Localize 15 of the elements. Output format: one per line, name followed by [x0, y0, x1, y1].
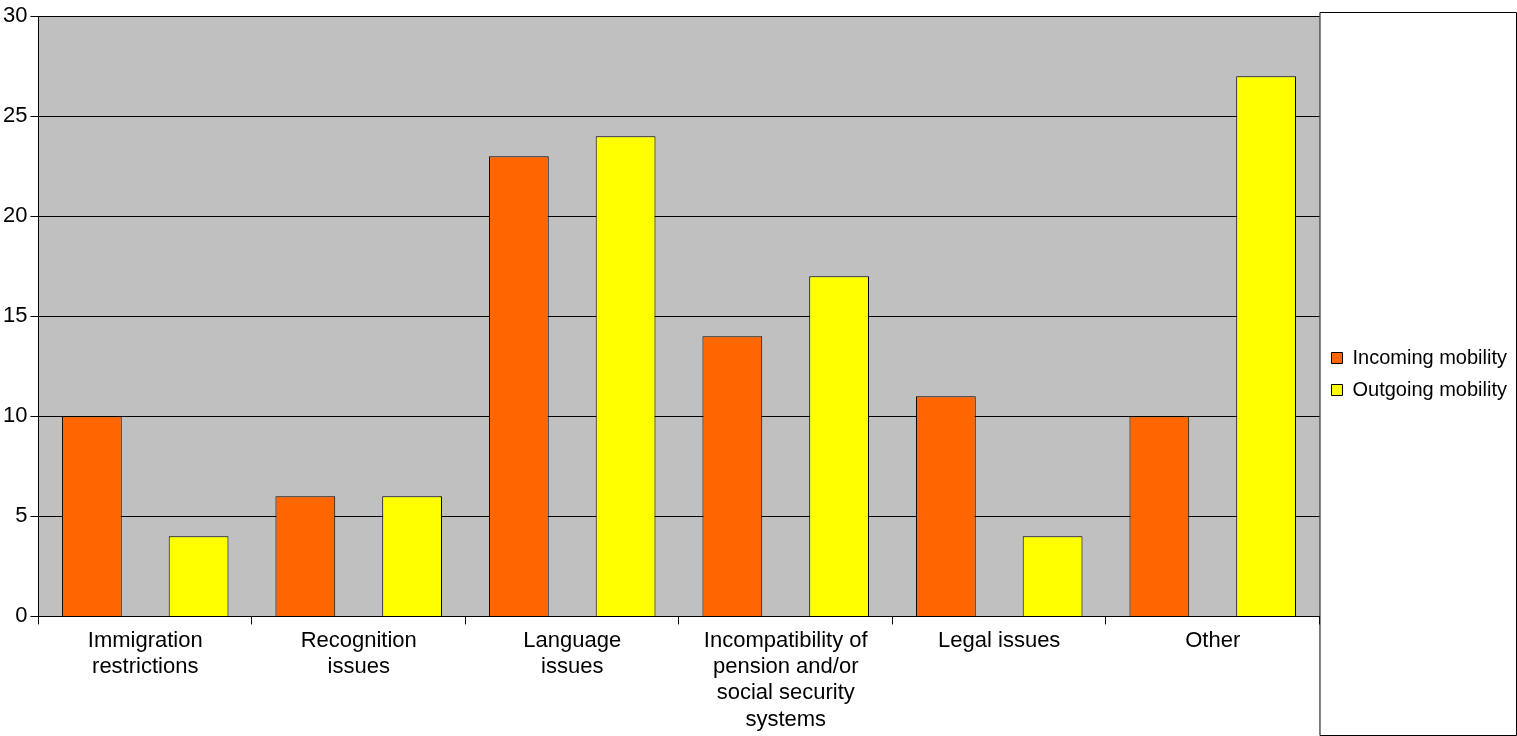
y-tick-label: 5: [15, 502, 28, 528]
y-tick-label: 0: [15, 602, 28, 628]
x-tick-label: Incompatibility of pension and/or social security systems: [703, 626, 869, 731]
x-tick-label: Recognition issues: [300, 626, 417, 679]
y-tick-label: 20: [2, 202, 28, 228]
x-tick-label: Legal issues: [938, 626, 1061, 652]
x-tick-label: Language issues: [523, 626, 622, 679]
x-tick-label: Immigration restrictions: [87, 626, 203, 679]
legend-label: Incoming mobility: [1352, 345, 1507, 368]
x-tick-label: Other: [1185, 626, 1241, 652]
y-tick-label: 30: [2, 2, 28, 28]
legend-label: Outgoing mobility: [1352, 377, 1508, 400]
y-tick-label: 10: [2, 402, 28, 428]
y-tick-label: 25: [2, 102, 28, 128]
y-tick-label: 15: [2, 302, 28, 328]
